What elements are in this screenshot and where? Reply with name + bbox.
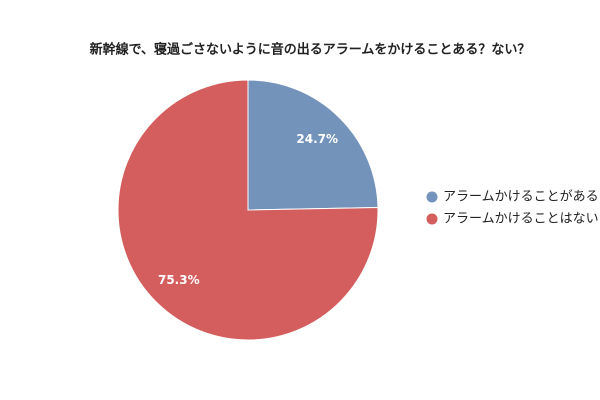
- pie-slice: [117, 79, 379, 341]
- legend-label: アラームかけることはない: [443, 212, 599, 227]
- legend-swatch: [426, 191, 438, 203]
- legend-swatch: [426, 213, 438, 225]
- data-label: 75.3%: [158, 273, 200, 287]
- data-label: 24.7%: [296, 132, 338, 146]
- chart-title: 新幹線で、寝過ごさないように音の出るアラームをかけることある？ない？: [90, 42, 531, 58]
- pie-slice: [247, 79, 379, 211]
- legend-label: アラームかけることがある: [443, 190, 599, 205]
